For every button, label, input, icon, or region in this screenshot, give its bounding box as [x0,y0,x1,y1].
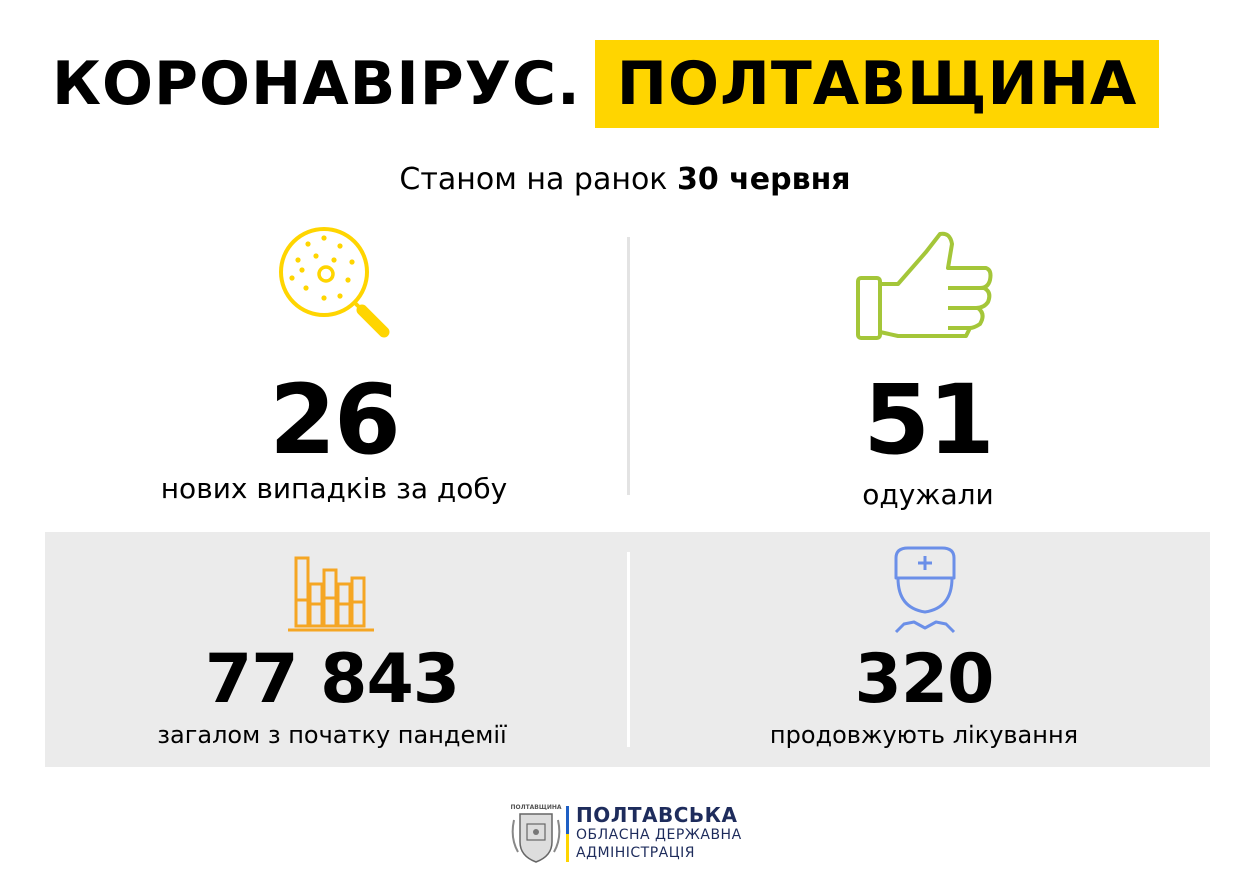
treatment-value: 320 [854,640,995,719]
total-stat: 77 843 загалом з початку пандемії [132,646,532,750]
page-header: КОРОНАВІРУС. ПОЛТАВЩИНА [52,40,1160,128]
treatment-stat: 320 продовжують лікування [724,646,1124,750]
new-cases-label: нових випадків за добу [160,472,508,505]
flag-bar [566,806,569,862]
recovered-value: 51 [863,364,995,476]
administration-name: ПОЛТАВСЬКА ОБЛАСНА ДЕРЖАВНА АДМІНІСТРАЦІ… [576,804,742,862]
total-label: загалом з початку пандемії [157,721,507,749]
new-cases-value: 26 [269,364,401,476]
footer-line3: АДМІНІСТРАЦІЯ [576,845,695,861]
new-cases-stat: 26 нових випадків за добу [134,372,534,506]
footer-line1: ПОЛТАВСЬКА [576,803,738,827]
date-prefix: Станом на ранок [399,162,668,197]
logo-caption: ПОЛТАВЩИНА [510,804,561,811]
title-region-highlight: ПОЛТАВЩИНА [594,40,1160,128]
total-value: 77 843 [204,640,460,719]
divider-bottom [627,552,630,747]
report-date: 30 червня [676,162,851,197]
bar-chart-icon [288,556,374,632]
recovered-stat: 51 одужали [728,372,1128,512]
date-line: Станом на ранок 30 червня [0,162,1250,197]
recovered-label: одужали [862,478,994,511]
title-coronavirus: КОРОНАВІРУС. [52,49,581,119]
treatment-label: продовжують лікування [769,721,1079,749]
magnifier-virus-icon [279,227,390,338]
doctor-icon [894,546,956,634]
footer-line2: ОБЛАСНА ДЕРЖАВНА [576,827,742,843]
coat-of-arms-logo: ПОЛТАВЩИНА [510,804,562,863]
thumbs-up-icon [856,231,993,340]
divider-top [627,237,630,495]
